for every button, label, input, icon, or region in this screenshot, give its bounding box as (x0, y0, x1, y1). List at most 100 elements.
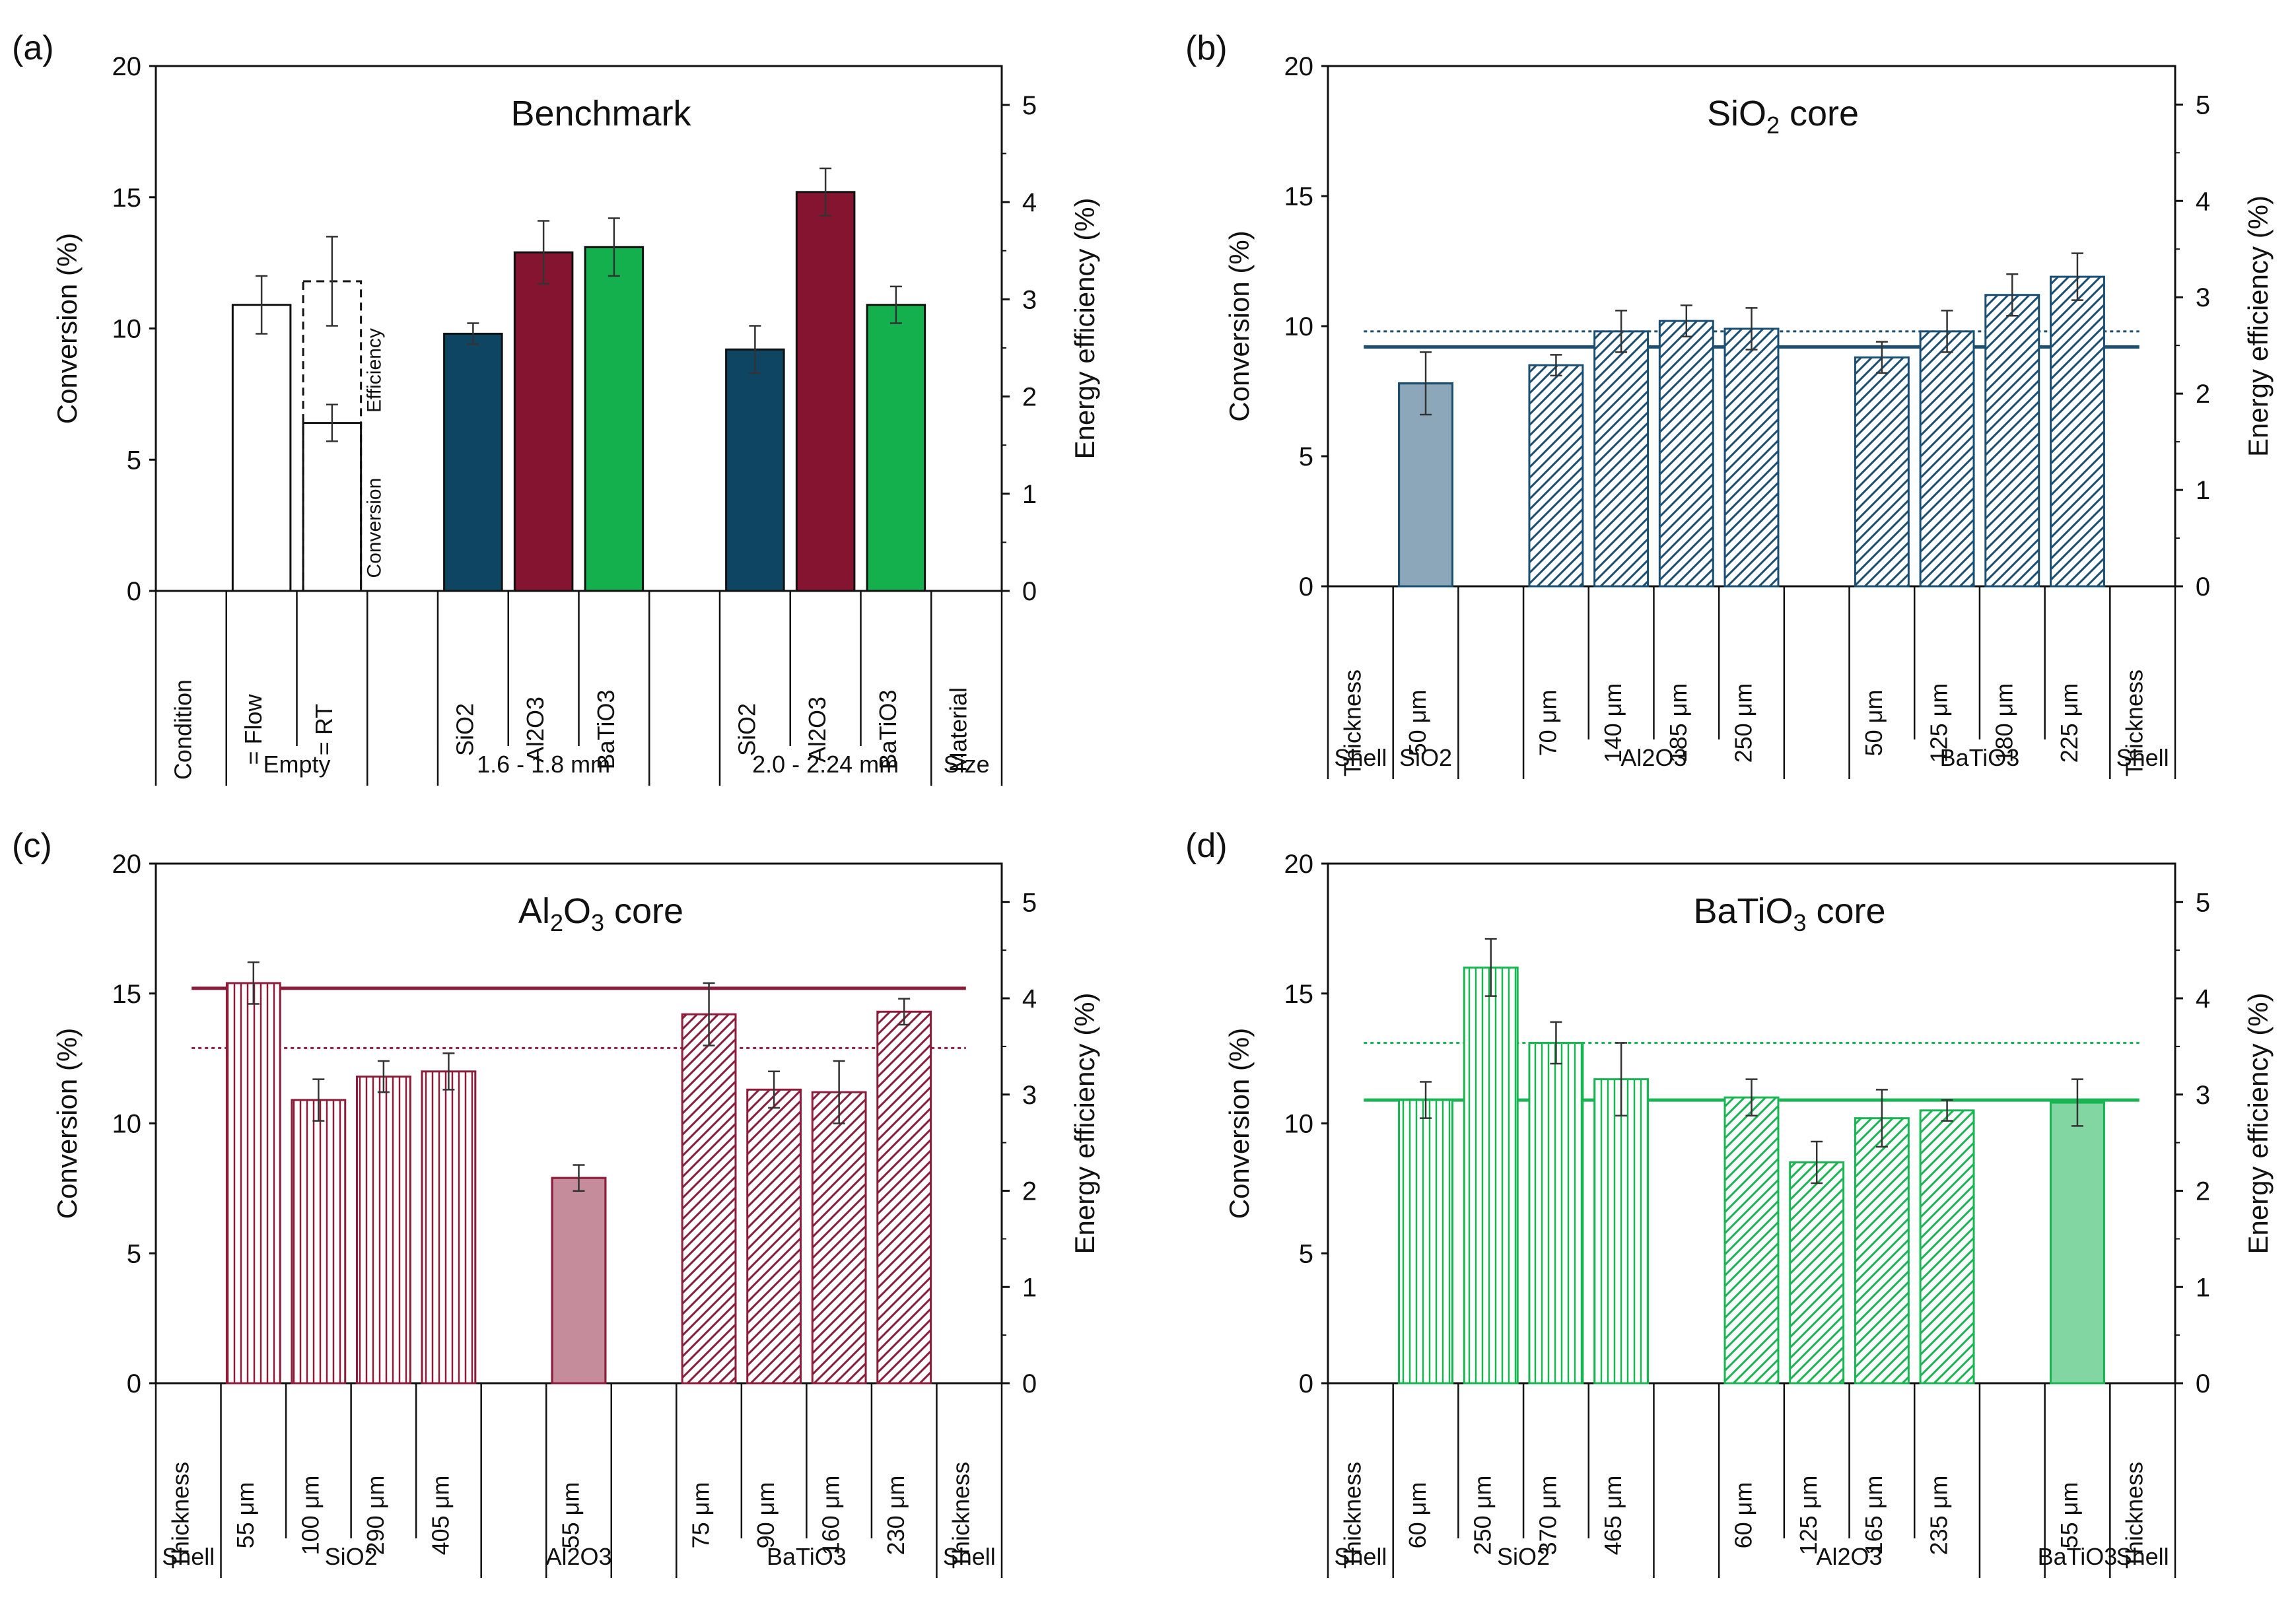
category-label: 125 μm (1795, 1476, 1822, 1556)
row2-header-label: Shell (1334, 744, 1387, 771)
group-label: SiO2 (1497, 1543, 1550, 1570)
group-label: BaTiO3 (767, 1543, 847, 1570)
row-header-end-label: Thickness (2121, 1462, 2148, 1569)
category-label: 225 μm (2056, 683, 2083, 763)
left-tick-label: 10 (112, 315, 142, 344)
category-label: 125 μm (1926, 683, 1953, 763)
left-tick-label: 5 (127, 446, 141, 475)
bar (1658, 320, 1714, 588)
y-axis-left-label: Conversion (%) (52, 233, 83, 424)
category-label: 50 μm (1860, 690, 1887, 757)
group-label: BaTiO3 (2038, 1543, 2118, 1570)
left-tick-label: 20 (1284, 850, 1314, 879)
y-axis-left-label: Conversion (%) (1224, 1028, 1255, 1219)
bar (1398, 1099, 1454, 1385)
title-suffix: core (1780, 94, 1859, 133)
left-tick-label: 15 (1284, 980, 1314, 1009)
bar (302, 422, 363, 592)
right-tick-label: 1 (2196, 1273, 2210, 1302)
title-main: Al (518, 891, 550, 931)
conversion-note: Conversion (364, 478, 386, 578)
right-tick-label: 3 (1022, 1081, 1037, 1110)
title-main: Benchmark (510, 94, 691, 133)
left-tick-label: 10 (1284, 312, 1314, 341)
bar (291, 1099, 347, 1385)
category-label: SiO2 (733, 703, 760, 756)
panel-c: (c) 0 5 10 15 20 0 1 2 3 4 5 Conversion (%) Energy ef… (12, 827, 1100, 1578)
bar (1789, 1161, 1845, 1385)
panel-a: (a) 0 5 10 15 20 0 1 2 3 4 5 Conversion (%) Energy ef… (12, 29, 1100, 786)
right-tick-label: 0 (2196, 572, 2210, 601)
bar (355, 1076, 411, 1385)
row-header-label: Thickness (1339, 1462, 1366, 1569)
bar (421, 1070, 477, 1385)
left-tick-label: 20 (112, 52, 142, 81)
group-label: Al2O3 (1817, 1543, 1883, 1570)
category-label: 50 μm (1404, 690, 1431, 757)
right-tick-label: 1 (2196, 476, 2210, 505)
left-tick-label: 0 (1299, 572, 1313, 601)
bar (725, 348, 785, 592)
right-tick-label: 5 (1022, 888, 1037, 917)
row-header-end-label: Thickness (2121, 669, 2148, 776)
category-label: 60 μm (1404, 1482, 1431, 1549)
bar (1593, 330, 1650, 588)
row-header-label: Thickness (1339, 669, 1366, 776)
category-label: 370 μm (1534, 1476, 1561, 1556)
bar (231, 304, 292, 592)
row2-end-label: Shell (2116, 1543, 2169, 1570)
bar (1919, 330, 1975, 588)
right-tick-label: 2 (2196, 1177, 2210, 1206)
bar (866, 304, 926, 592)
y-axis-right-label: Energy efficiency (%) (2243, 992, 2274, 1254)
left-tick-label: 20 (112, 850, 142, 879)
right-tick-label: 5 (2196, 888, 2210, 917)
chart-title: Benchmark (510, 94, 691, 133)
title-main: SiO (1707, 94, 1766, 133)
bar (1854, 356, 1910, 588)
category-label: 235 μm (1926, 1476, 1953, 1556)
title-subscript: 3 (1793, 909, 1806, 936)
left-tick-label: 10 (112, 1110, 142, 1139)
bar (1919, 1109, 1975, 1385)
category-label: 140 μm (1599, 683, 1626, 763)
right-tick-label: 4 (1022, 984, 1037, 1013)
category-label: BaTiO3 (874, 690, 901, 770)
y-axis-left-label: Conversion (%) (52, 1028, 83, 1219)
bar (513, 251, 574, 592)
panel-d: (d) 0 5 10 15 20 0 1 2 3 4 5 Conversion (%) Energy ef… (1185, 827, 2274, 1578)
right-tick-label: 0 (1022, 577, 1037, 606)
right-tick-label: 5 (2196, 90, 2210, 120)
title-main: BaTiO (1693, 891, 1793, 931)
group-label: 2.0 - 2.24 mm (752, 751, 899, 778)
category-label: = Flow (240, 693, 267, 765)
category-label: 465 μm (1599, 1476, 1626, 1556)
category-label: 290 μm (362, 1476, 389, 1556)
left-tick-label: 15 (112, 184, 142, 213)
group-label: BaTiO3 (1940, 744, 2020, 771)
title-subscript: 2 (550, 909, 563, 936)
chart-title: Al2O3 core (518, 891, 683, 936)
y-axis-right-label: Energy efficiency (%) (1069, 197, 1100, 459)
chart-title: SiO2 core (1707, 94, 1859, 139)
category-label: Al2O3 (804, 697, 831, 763)
right-tick-label: 3 (2196, 1081, 2210, 1110)
bar (225, 982, 281, 1385)
efficiency-note: Efficiency (364, 328, 386, 413)
left-tick-label: 5 (1299, 1239, 1313, 1268)
row2-end-label: Shell (2116, 744, 2169, 771)
row2-header-label: Shell (162, 1543, 215, 1570)
bar (1593, 1078, 1650, 1385)
bar (795, 191, 856, 592)
row2-header-label: Shell (1334, 1543, 1387, 1570)
left-tick-label: 10 (1284, 1110, 1314, 1139)
category-label: 180 μm (1990, 683, 2017, 763)
bar (1463, 966, 1519, 1385)
right-tick-label: 1 (1022, 480, 1037, 509)
bar (584, 246, 644, 592)
category-label: 70 μm (1534, 690, 1561, 757)
title-subscript: 2 (1766, 112, 1780, 139)
right-tick-label: 0 (1022, 1369, 1037, 1398)
right-tick-label: 4 (1022, 188, 1037, 217)
